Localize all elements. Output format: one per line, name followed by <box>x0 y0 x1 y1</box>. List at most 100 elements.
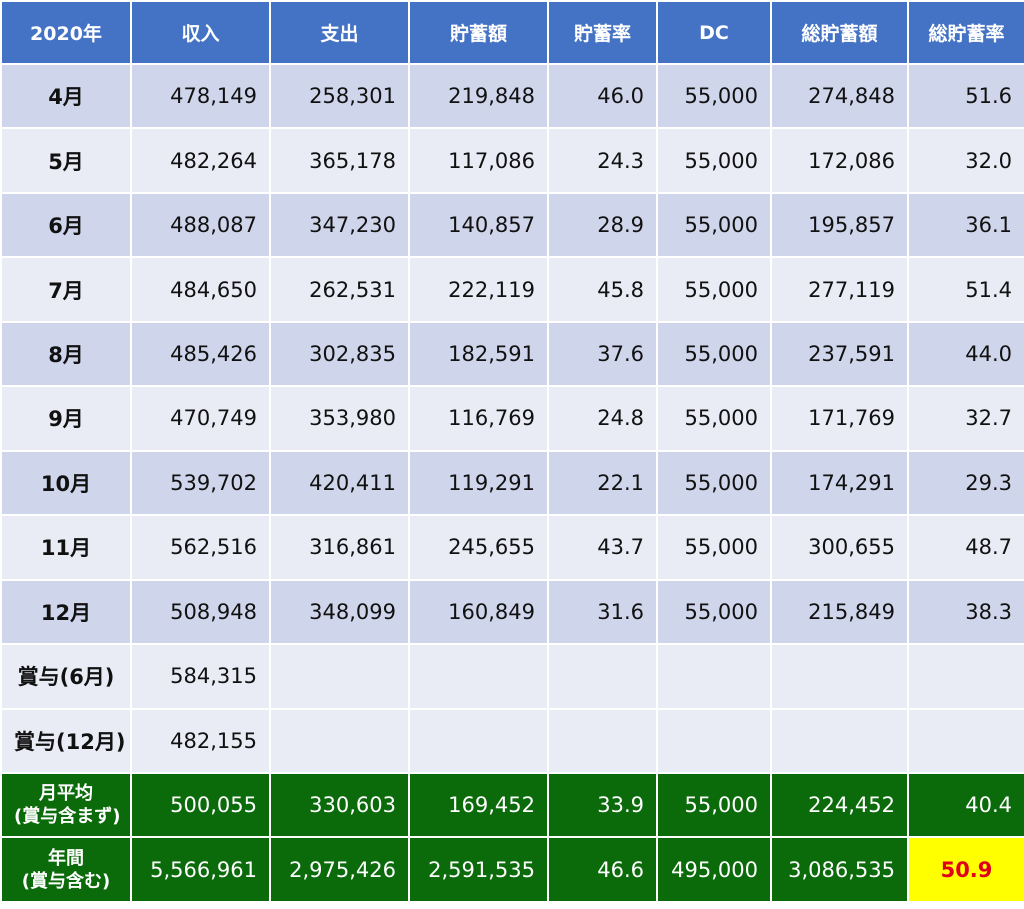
empty-cell <box>909 645 1024 708</box>
avg-expense-cell: 330,603 <box>271 773 408 837</box>
month-cell: 10月 <box>2 451 130 515</box>
avg-dc-cell: 55,000 <box>658 773 770 837</box>
table-row: 6月 488,087 347,230 140,857 28.9 55,000 1… <box>2 193 1024 257</box>
annual-row: 年間 (賞与含む) 5,566,961 2,975,426 2,591,535 … <box>2 838 1024 901</box>
table-row: 9月 470,749 353,980 116,769 24.8 55,000 1… <box>2 387 1024 450</box>
total-savings-cell: 172,086 <box>772 129 907 192</box>
header-savings-rate: 貯蓄率 <box>549 2 656 63</box>
income-cell: 478,149 <box>132 65 269 128</box>
savings-cell: 222,119 <box>410 258 547 321</box>
income-cell: 470,749 <box>132 387 269 450</box>
total-savings-rate-cell: 32.0 <box>909 129 1024 192</box>
annual-label: 年間 (賞与含む) <box>2 838 130 901</box>
month-cell: 11月 <box>2 516 130 579</box>
income-cell: 482,264 <box>132 129 269 192</box>
total-savings-rate-cell: 51.4 <box>909 258 1024 321</box>
expense-cell: 420,411 <box>271 451 408 515</box>
savings-rate-cell: 24.3 <box>549 129 656 192</box>
empty-cell <box>772 709 907 772</box>
income-cell: 485,426 <box>132 322 269 386</box>
header-expense: 支出 <box>271 2 408 63</box>
month-cell: 9月 <box>2 387 130 450</box>
month-cell: 4月 <box>2 65 130 128</box>
monthly-average-label: 月平均 (賞与含まず) <box>2 773 130 837</box>
savings-rate-cell: 28.9 <box>549 193 656 257</box>
empty-cell <box>410 709 547 772</box>
bonus-income-cell: 482,155 <box>132 709 269 772</box>
savings-cell: 245,655 <box>410 516 547 579</box>
savings-cell: 182,591 <box>410 322 547 386</box>
annual-savings-cell: 2,591,535 <box>410 838 547 901</box>
total-savings-cell: 195,857 <box>772 193 907 257</box>
dc-cell: 55,000 <box>658 129 770 192</box>
annual-income-cell: 5,566,961 <box>132 838 269 901</box>
bonus-row: 賞与(6月) 584,315 <box>2 645 1024 708</box>
table-row: 8月 485,426 302,835 182,591 37.6 55,000 2… <box>2 322 1024 386</box>
total-savings-rate-cell: 51.6 <box>909 65 1024 128</box>
annual-total-savings-rate-highlight: 50.9 <box>909 838 1024 901</box>
expense-cell: 353,980 <box>271 387 408 450</box>
header-row: 2020年 収入 支出 貯蓄額 貯蓄率 DC 総貯蓄額 総貯蓄率 <box>2 2 1024 63</box>
savings-rate-cell: 24.8 <box>549 387 656 450</box>
expense-cell: 316,861 <box>271 516 408 579</box>
header-savings: 貯蓄額 <box>410 2 547 63</box>
savings-rate-cell: 45.8 <box>549 258 656 321</box>
empty-cell <box>271 645 408 708</box>
month-cell: 8月 <box>2 322 130 386</box>
bonus-label: 賞与(6月) <box>2 645 130 708</box>
avg-total-savings-cell: 224,452 <box>772 773 907 837</box>
avg-savings-cell: 169,452 <box>410 773 547 837</box>
total-savings-cell: 171,769 <box>772 387 907 450</box>
expense-cell: 258,301 <box>271 65 408 128</box>
table-row: 10月 539,702 420,411 119,291 22.1 55,000 … <box>2 451 1024 515</box>
month-cell: 6月 <box>2 193 130 257</box>
income-cell: 488,087 <box>132 193 269 257</box>
header-dc: DC <box>658 2 770 63</box>
total-savings-cell: 277,119 <box>772 258 907 321</box>
header-total-savings-rate: 総貯蓄率 <box>909 2 1024 63</box>
total-savings-cell: 215,849 <box>772 580 907 644</box>
monthly-average-row: 月平均 (賞与含まず) 500,055 330,603 169,452 33.9… <box>2 773 1024 837</box>
total-savings-cell: 274,848 <box>772 65 907 128</box>
monthly-average-label-line2: (賞与含まず) <box>14 806 121 828</box>
month-cell: 12月 <box>2 580 130 644</box>
expense-cell: 347,230 <box>271 193 408 257</box>
dc-cell: 55,000 <box>658 322 770 386</box>
dc-cell: 55,000 <box>658 258 770 321</box>
total-savings-rate-cell: 48.7 <box>909 516 1024 579</box>
total-savings-cell: 237,591 <box>772 322 907 386</box>
dc-cell: 55,000 <box>658 387 770 450</box>
expense-cell: 348,099 <box>271 580 408 644</box>
dc-cell: 55,000 <box>658 65 770 128</box>
table-row: 5月 482,264 365,178 117,086 24.3 55,000 1… <box>2 129 1024 192</box>
header-year: 2020年 <box>2 2 130 63</box>
income-cell: 562,516 <box>132 516 269 579</box>
total-savings-rate-cell: 36.1 <box>909 193 1024 257</box>
savings-rate-cell: 46.0 <box>549 65 656 128</box>
expense-cell: 262,531 <box>271 258 408 321</box>
month-cell: 5月 <box>2 129 130 192</box>
table-row: 12月 508,948 348,099 160,849 31.6 55,000 … <box>2 580 1024 644</box>
table-row: 4月 478,149 258,301 219,848 46.0 55,000 2… <box>2 65 1024 128</box>
empty-cell <box>909 709 1024 772</box>
total-savings-rate-cell: 38.3 <box>909 580 1024 644</box>
income-cell: 484,650 <box>132 258 269 321</box>
total-savings-rate-cell: 32.7 <box>909 387 1024 450</box>
savings-rate-cell: 37.6 <box>549 322 656 386</box>
savings-cell: 219,848 <box>410 65 547 128</box>
empty-cell <box>410 645 547 708</box>
dc-cell: 55,000 <box>658 193 770 257</box>
empty-cell <box>658 645 770 708</box>
avg-savings-rate-cell: 33.9 <box>549 773 656 837</box>
table-row: 11月 562,516 316,861 245,655 43.7 55,000 … <box>2 516 1024 579</box>
savings-cell: 117,086 <box>410 129 547 192</box>
dc-cell: 55,000 <box>658 516 770 579</box>
annual-expense-cell: 2,975,426 <box>271 838 408 901</box>
income-cell: 539,702 <box>132 451 269 515</box>
savings-rate-cell: 43.7 <box>549 516 656 579</box>
monthly-average-label-line1: 月平均 <box>39 783 93 805</box>
annual-label-line1: 年間 <box>48 847 84 869</box>
empty-cell <box>549 709 656 772</box>
header-income: 収入 <box>132 2 269 63</box>
empty-cell <box>658 709 770 772</box>
